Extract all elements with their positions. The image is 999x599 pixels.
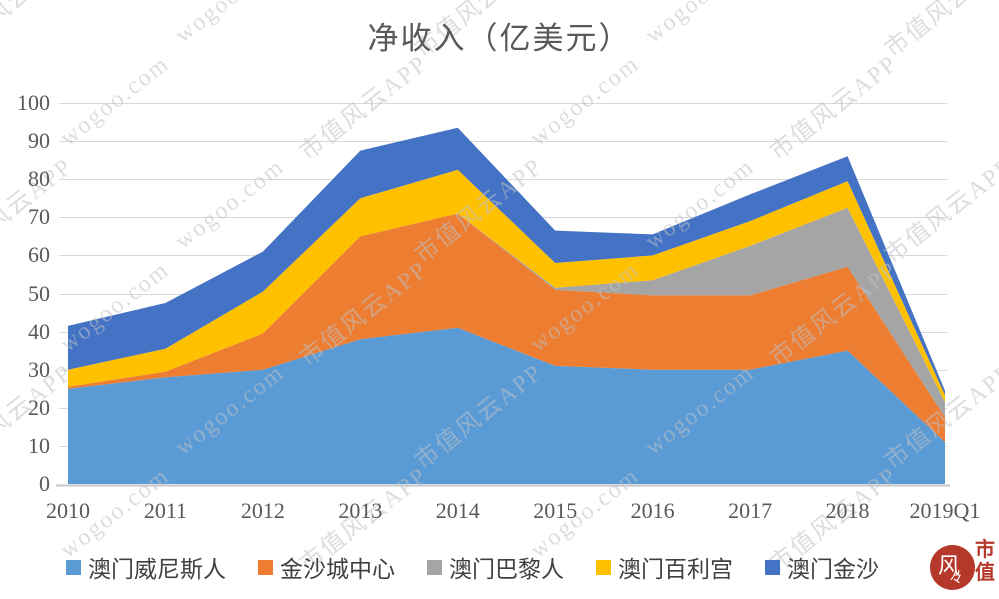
x-tick-label: 2010: [46, 498, 90, 523]
x-tick-label: 2018: [825, 498, 870, 523]
x-tick-label: 2016: [630, 498, 675, 523]
x-tick-label: 2011: [143, 498, 188, 523]
y-tick-label: 20: [28, 394, 50, 420]
legend-item: 澳门威尼斯人: [66, 550, 226, 584]
x-tick-label: 2014: [435, 498, 480, 523]
legend-label: 澳门金沙: [787, 557, 879, 582]
y-tick-label: 100: [17, 90, 50, 115]
legend-item: 澳门巴黎人: [427, 550, 564, 584]
area-series-4: [68, 127, 945, 396]
logo-side-chars: 市 值: [975, 539, 995, 585]
legend-swatch-icon: [427, 559, 442, 575]
y-tick-label: 70: [28, 204, 50, 230]
area-series-0: [68, 327, 945, 484]
area-series-1: [68, 213, 945, 443]
legend: 澳门威尼斯人 金沙城中心 澳门巴黎人 澳门百利宫 澳门金沙: [66, 550, 879, 584]
x-tick-label: 2017: [728, 498, 773, 523]
legend-label: 澳门百利宫: [618, 557, 733, 582]
y-tick-label: 50: [28, 280, 50, 306]
logo-seal-mark: 々: [949, 572, 963, 587]
legend-item: 金沙城中心: [258, 550, 395, 584]
legend-label: 澳门威尼斯人: [88, 557, 226, 582]
y-tick-label: 80: [28, 166, 50, 192]
logo-char-bottom: 值: [975, 562, 995, 584]
logo-char-top: 市: [975, 539, 995, 561]
legend-swatch-icon: [765, 559, 780, 575]
y-tick-label: 0: [39, 471, 50, 496]
x-tick-label: 2019Q1: [909, 498, 981, 523]
chart-title: 净收入（亿美元）: [367, 21, 632, 56]
legend-label: 澳门巴黎人: [449, 557, 564, 582]
legend-item: 澳门百利宫: [596, 550, 733, 584]
x-tick-label: 2015: [533, 498, 578, 523]
legend-label: 金沙城中心: [280, 557, 395, 582]
legend-item: 澳门金沙: [765, 550, 879, 584]
y-tick-label: 30: [28, 356, 50, 382]
logo-seal-char: 风: [938, 553, 961, 578]
area-series-2: [68, 207, 945, 418]
y-tick-label: 60: [28, 242, 50, 268]
y-tick-label: 40: [28, 318, 50, 344]
x-tick-label: 2013: [338, 498, 383, 523]
legend-swatch-icon: [66, 559, 81, 575]
legend-swatch-icon: [258, 559, 273, 575]
brand-logo: 风 々 市 值: [930, 538, 996, 598]
logo-seal-icon: 风 々: [930, 545, 975, 590]
y-tick-label: 10: [28, 432, 50, 458]
x-tick-label: 2012: [240, 498, 285, 523]
y-tick-label: 90: [28, 128, 50, 154]
legend-swatch-icon: [596, 559, 611, 575]
